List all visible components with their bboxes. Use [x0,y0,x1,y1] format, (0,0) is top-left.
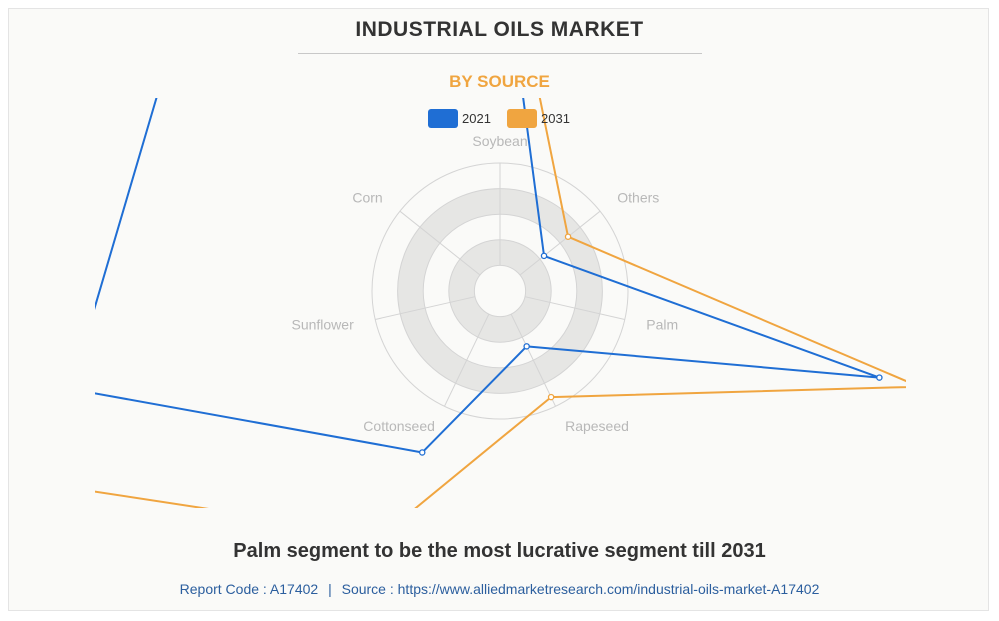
legend: 2021 2031 [428,109,570,128]
data-point-2021-rapeseed[interactable] [523,343,530,350]
report-code: Report Code : A17402 [179,581,319,597]
axis-label-others: Others [617,189,659,205]
grid-band-inner [448,239,552,343]
data-point-2021-sunflower[interactable] [68,386,73,391]
legend-swatch-2031[interactable] [507,109,537,128]
axis-label-corn: Corn [352,189,382,205]
axis-label-cottonseed: Cottonseed [363,418,435,434]
chart-caption: Palm segment to be the most lucrative se… [233,540,766,562]
data-point-2021-corn[interactable] [173,30,178,35]
axis-label-sunflower: Sunflower [291,316,354,332]
radar-series [68,30,922,538]
series-line-2031 [95,98,906,508]
data-point-2031-palm[interactable] [917,384,922,389]
data-point-2021-others[interactable] [540,252,548,260]
grid-spoke-others [519,210,601,276]
chart-subtitle: BY SOURCE [449,72,550,91]
chart-card [8,8,989,611]
title-divider [298,53,702,54]
grid-ring-1 [473,264,527,318]
grid-spoke-corn [399,210,481,276]
radar-grid [371,162,629,420]
data-point-2021-cottonseed[interactable] [418,449,426,456]
axis-label-rapeseed: Rapeseed [565,418,629,434]
chart-title: INDUSTRIAL OILS MARKET [355,18,644,41]
legend-label-2031[interactable]: 2031 [541,111,570,126]
data-point-2021-palm[interactable] [876,374,883,381]
axis-label-soybean: Soybean [472,133,527,149]
grid-spoke-palm [524,296,625,320]
legend-swatch-2021[interactable] [428,109,458,128]
radar-axis-labels: Soybean Others Palm Rapeseed Cottonseed Sunfl… [291,133,678,434]
data-point-2031-cottonseed[interactable] [380,533,385,538]
grid-spoke-rapeseed [510,313,556,407]
source-link[interactable]: Source : https://www.alliedmarketresearc… [341,581,820,597]
data-point-2031-rapeseed[interactable] [547,393,555,401]
series-line-2021 [95,98,881,454]
grid-spoke-cottonseed [444,313,490,407]
data-point-2031-others[interactable] [564,233,572,240]
footer-source: Report Code : A17402 | Source : https://… [0,581,999,597]
grid-spoke-sunflower [375,296,476,320]
legend-label-2021[interactable]: 2021 [462,111,491,126]
footer-separator: | [328,581,332,597]
axis-label-palm: Palm [646,316,678,332]
